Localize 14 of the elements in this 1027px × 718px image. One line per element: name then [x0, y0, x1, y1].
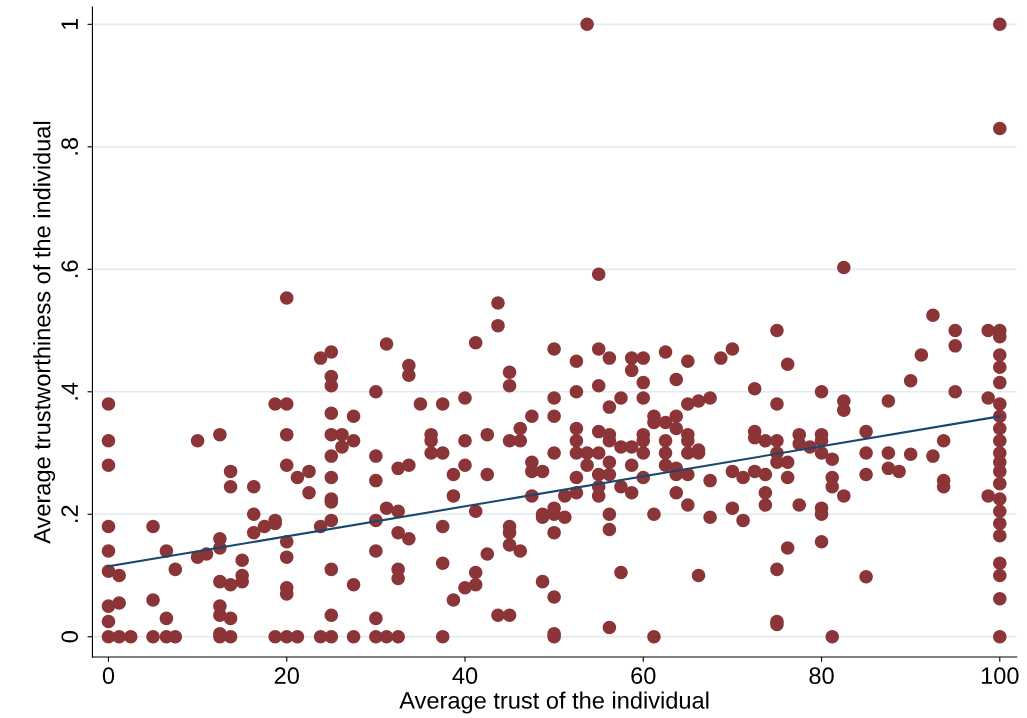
x-tick-label: 80: [809, 667, 834, 685]
y-tick-label: .2: [61, 505, 78, 522]
y-tick-label: .8: [61, 137, 79, 155]
y-tick-label: .4: [61, 382, 78, 400]
x-tick-label: 0: [102, 667, 115, 685]
x-tick-label: 60: [631, 667, 656, 685]
y-tick-label: 1: [61, 18, 78, 30]
y-tick-label: .6: [61, 260, 79, 277]
y-tick-label: 0: [61, 631, 79, 643]
x-tick-label: 100: [981, 667, 1019, 685]
y-axis-title: Average trustworthiness of the individual: [33, 121, 56, 544]
x-axis-title: Average trust of the individual: [399, 691, 709, 714]
x-tick-label: 20: [274, 667, 299, 685]
x-tick-label: 40: [452, 667, 478, 685]
